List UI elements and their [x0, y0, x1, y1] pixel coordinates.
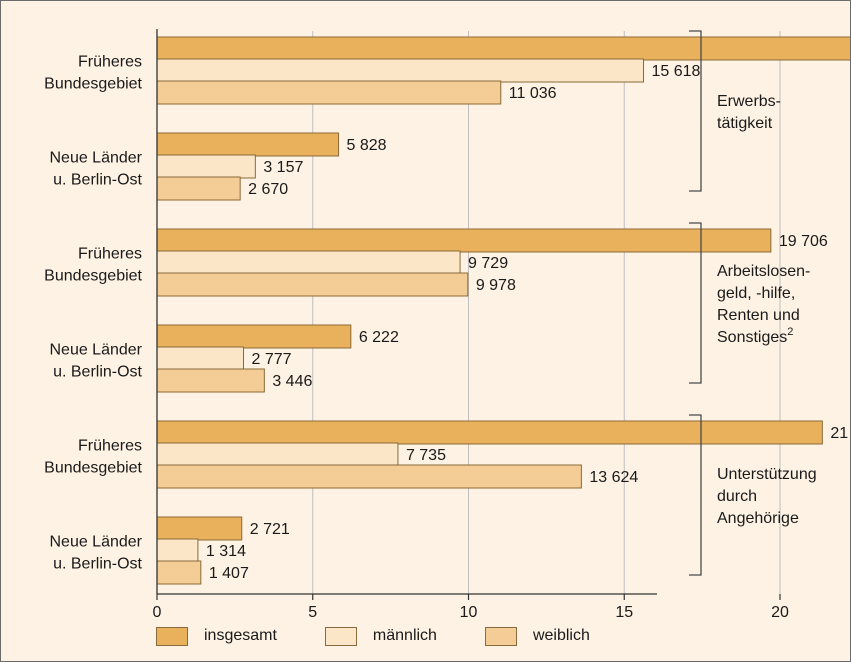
group-label: u. Berlin-Ost — [53, 556, 142, 573]
group-label: Neue Länder — [49, 534, 142, 551]
legend-swatch-weiblich — [484, 626, 517, 646]
bar-weiblich — [156, 272, 469, 297]
bar-value-label: 21 359 — [830, 425, 850, 442]
group-label: Früheres — [78, 438, 142, 455]
bar-weiblich — [156, 176, 241, 201]
bar-value-label: 7 735 — [406, 447, 446, 464]
bar-männlich — [156, 58, 645, 83]
bar-value-label: 15 618 — [652, 63, 701, 80]
group-label: Bundesgebiet — [44, 460, 142, 477]
bar-value-label: 5 828 — [347, 137, 387, 154]
section-bracket — [689, 414, 702, 576]
bar-weiblich — [156, 368, 265, 393]
section-label: Sonstiges2 — [717, 326, 793, 346]
bar-value-label: 2 777 — [252, 351, 292, 368]
section-bracket — [689, 30, 702, 192]
bar-value-label: 6 222 — [359, 329, 399, 346]
bar-weiblich — [156, 464, 582, 489]
x-tick-label: 20 — [771, 604, 789, 621]
legend: insgesamt männlich weiblich — [156, 625, 638, 647]
legend-label-weiblich: weiblich — [532, 627, 590, 644]
bar-weiblich — [156, 80, 502, 105]
bar-value-label: 1 407 — [209, 565, 249, 582]
group-label: Bundesgebiet — [44, 268, 142, 285]
bar-insgesamt — [156, 420, 823, 445]
bar-insgesamt — [156, 132, 340, 157]
section-label: tätigkeit — [717, 115, 773, 132]
bar-insgesamt — [156, 516, 243, 541]
bar-value-label: 3 157 — [263, 159, 303, 176]
section-bracket — [689, 222, 702, 384]
section-label: Angehörige — [717, 510, 799, 527]
x-tick-label: 15 — [615, 604, 633, 621]
legend-label-maennlich: männlich — [372, 627, 437, 644]
legend-label-insgesamt: insgesamt — [204, 627, 277, 644]
section-label: geld, -hilfe, — [717, 285, 795, 302]
group-label: Früheres — [78, 246, 142, 263]
bar-value-label: 13 624 — [589, 469, 638, 486]
bar-value-label: 2 670 — [248, 181, 288, 198]
group-label: u. Berlin-Ost — [53, 364, 142, 381]
group-label: Bundesgebiet — [44, 76, 142, 93]
bar-insgesamt — [156, 228, 772, 253]
x-tick-label: 10 — [460, 604, 478, 621]
bar-value-label: 19 706 — [779, 233, 828, 250]
footnote-marker: 2 — [787, 326, 793, 338]
group-label: u. Berlin-Ost — [53, 172, 142, 189]
bar-insgesamt — [156, 36, 850, 61]
bar-value-label: 2 721 — [250, 521, 290, 538]
section-label: Arbeitslosen- — [717, 263, 810, 280]
section-label: Unterstützung — [717, 466, 817, 483]
bar-value-label: 9 729 — [468, 255, 508, 272]
legend-swatch-maennlich — [324, 626, 357, 646]
bar-value-label: 9 978 — [476, 277, 516, 294]
bar-männlich — [156, 538, 199, 563]
x-tick-label: 0 — [153, 604, 162, 621]
bar-männlich — [156, 346, 245, 371]
legend-item-weiblich: weiblich — [484, 626, 590, 646]
group-label: Früheres — [78, 54, 142, 71]
section-label: Erwerbs- — [717, 93, 781, 110]
section-label: durch — [717, 488, 757, 505]
bar-value-label: 1 314 — [206, 543, 246, 560]
bar-männlich — [156, 442, 399, 467]
group-label: Neue Länder — [49, 150, 142, 167]
legend-swatch-insgesamt — [156, 626, 188, 646]
bar-männlich — [156, 154, 256, 179]
bar-männlich — [156, 250, 461, 275]
section-label: Renten und — [717, 307, 800, 324]
bar-value-label: 11 036 — [509, 85, 557, 102]
group-label: Neue Länder — [49, 342, 142, 359]
legend-item-insgesamt: insgesamt — [156, 626, 277, 646]
bar-value-label: 3 446 — [272, 373, 312, 390]
bar-weiblich — [156, 560, 202, 585]
x-tick-label: 5 — [308, 604, 317, 621]
bar-insgesamt — [156, 324, 352, 349]
legend-item-maennlich: männlich — [324, 626, 437, 646]
